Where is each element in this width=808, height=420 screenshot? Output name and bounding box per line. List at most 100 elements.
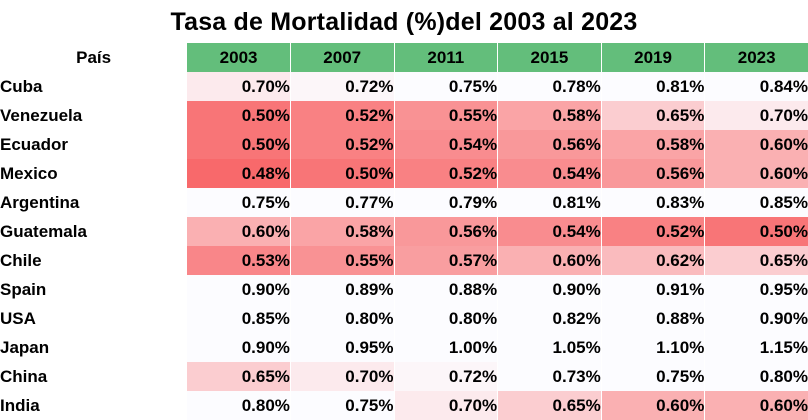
heatmap-cell: 0.50%	[187, 130, 291, 159]
heatmap-cell: 0.48%	[187, 159, 291, 188]
country-label: Guatemala	[0, 221, 87, 241]
heatmap-cell: 0.70%	[290, 362, 395, 391]
heatmap-cell: 0.55%	[394, 101, 499, 130]
column-header-2007: 2007	[290, 43, 395, 72]
heatmap-cell: 0.88%	[394, 275, 499, 304]
column-header-2003: 2003	[187, 43, 291, 72]
heatmap-cell: 0.50%	[290, 159, 395, 188]
heatmap-cell: 0.56%	[497, 130, 602, 159]
heatmap-cell: 0.88%	[601, 304, 706, 333]
table-row: Spain 0.90% 0.89% 0.88% 0.90% 0.91% 0.95%	[0, 275, 808, 304]
heatmap-cell: 0.56%	[601, 159, 706, 188]
heatmap-cell: 0.72%	[394, 362, 499, 391]
table-row: Cuba 0.70% 0.72% 0.75% 0.78% 0.81% 0.84%	[0, 72, 808, 101]
heatmap-table: País 2003 2007 2011 2015 2019 2023 Cuba 0.70% 0…	[0, 43, 808, 420]
chart-title: Tasa de Mortalidad (%)del 2003 al 2023	[170, 8, 638, 36]
heatmap-cell: 0.50%	[187, 101, 291, 130]
heatmap-cell: 0.52%	[601, 217, 706, 246]
heatmap-cell: 0.82%	[497, 304, 602, 333]
heatmap-cell: 0.77%	[290, 188, 395, 217]
heatmap-cell: 0.65%	[187, 362, 291, 391]
heatmap-cell: 0.70%	[704, 101, 808, 130]
heatmap-cell: 0.62%	[601, 246, 706, 275]
heatmap-cell: 0.52%	[290, 130, 395, 159]
heatmap-cell: 0.80%	[704, 362, 808, 391]
heatmap-cell: 0.78%	[497, 72, 602, 101]
table-row: Mexico 0.48% 0.50% 0.52% 0.54% 0.56% 0.60%	[0, 159, 808, 188]
heatmap-cell: 0.55%	[290, 246, 395, 275]
country-label: Ecuador	[0, 134, 69, 154]
table-row: India 0.80% 0.75% 0.70% 0.65% 0.60% 0.60%	[0, 391, 808, 420]
heatmap-cell: 0.52%	[290, 101, 395, 130]
heatmap-cell: 0.70%	[394, 391, 499, 420]
heatmap-cell: 0.83%	[601, 188, 706, 217]
table-row: Argentina 0.75% 0.77% 0.79% 0.81% 0.83% 0.85%	[0, 188, 808, 217]
heatmap-cell: 0.80%	[394, 304, 499, 333]
heatmap-cell: 0.91%	[601, 275, 706, 304]
heatmap-cell: 0.80%	[187, 391, 291, 420]
heatmap-cell: 1.10%	[601, 333, 706, 362]
table-row: USA 0.85% 0.80% 0.80% 0.82% 0.88% 0.90%	[0, 304, 808, 333]
heatmap-cell: 0.95%	[704, 275, 808, 304]
heatmap-cell: 0.81%	[601, 72, 706, 101]
heatmap-cell: 0.54%	[394, 130, 499, 159]
table-row: Venezuela 0.50% 0.52% 0.55% 0.58% 0.65% 0.70%	[0, 101, 808, 130]
heatmap-cell: 0.54%	[497, 159, 602, 188]
heatmap-cell: 0.75%	[394, 72, 499, 101]
heatmap-cell: 0.89%	[290, 275, 395, 304]
heatmap-cell: 0.95%	[290, 333, 395, 362]
heatmap-cell: 1.05%	[497, 333, 602, 362]
heatmap-cell: 1.15%	[704, 333, 808, 362]
heatmap-cell: 0.90%	[704, 304, 808, 333]
table-row: Guatemala 0.60% 0.58% 0.56% 0.54% 0.52% 0.50%	[0, 217, 808, 246]
heatmap-cell: 0.84%	[704, 72, 808, 101]
column-header-2019: 2019	[601, 43, 706, 72]
heatmap-cell: 0.73%	[497, 362, 602, 391]
heatmap-cell: 0.60%	[704, 130, 808, 159]
heatmap-cell: 0.85%	[704, 188, 808, 217]
table-row: Ecuador 0.50% 0.52% 0.54% 0.56% 0.58% 0.60%	[0, 130, 808, 159]
heatmap-cell: 0.53%	[187, 246, 291, 275]
heatmap-cell: 0.60%	[704, 391, 808, 420]
heatmap-cell: 0.75%	[187, 188, 291, 217]
heatmap-cell: 0.65%	[497, 391, 602, 420]
heatmap-cell: 0.70%	[187, 72, 291, 101]
heatmap-cell: 0.72%	[290, 72, 395, 101]
country-label: Venezuela	[0, 105, 83, 125]
heatmap-cell: 0.65%	[601, 101, 706, 130]
heatmap-cell: 0.58%	[290, 217, 395, 246]
column-header-2015: 2015	[497, 43, 602, 72]
heatmap-cell: 0.75%	[601, 362, 706, 391]
table-row: China 0.65% 0.70% 0.72% 0.73% 0.75% 0.80%	[0, 362, 808, 391]
heatmap-cell: 0.58%	[497, 101, 602, 130]
country-label: Cuba	[0, 76, 43, 96]
heatmap-cell: 0.58%	[601, 130, 706, 159]
table-row: Chile 0.53% 0.55% 0.57% 0.60% 0.62% 0.65%	[0, 246, 808, 275]
row-header-label: País	[0, 43, 188, 72]
heatmap-cell: 0.80%	[290, 304, 395, 333]
heatmap-cell: 0.85%	[187, 304, 291, 333]
country-label: Argentina	[0, 192, 80, 212]
country-label: Chile	[0, 250, 42, 270]
heatmap-body: Cuba 0.70% 0.72% 0.75% 0.78% 0.81% 0.84% Venezu…	[0, 72, 808, 420]
heatmap-cell: 0.50%	[704, 217, 808, 246]
country-label: China	[0, 366, 48, 386]
heatmap-cell: 0.81%	[497, 188, 602, 217]
heatmap-cell: 0.60%	[704, 159, 808, 188]
heatmap-cell: 0.60%	[187, 217, 291, 246]
heatmap-cell: 0.90%	[497, 275, 602, 304]
table-row: Japan 0.90% 0.95% 1.00% 1.05% 1.10% 1.15%	[0, 333, 808, 362]
header-row: País 2003 2007 2011 2015 2019 2023	[0, 43, 808, 72]
heatmap-cell: 0.60%	[497, 246, 602, 275]
heatmap-cell: 0.60%	[601, 391, 706, 420]
column-header-2011: 2011	[394, 43, 499, 72]
country-label: India	[0, 395, 40, 415]
column-header-2023: 2023	[704, 43, 808, 72]
heatmap-cell: 0.54%	[497, 217, 602, 246]
heatmap-cell: 1.00%	[394, 333, 499, 362]
heatmap-cell: 0.65%	[704, 246, 808, 275]
heatmap-cell: 0.90%	[187, 275, 291, 304]
heatmap-cell: 0.56%	[394, 217, 499, 246]
heatmap-cell: 0.52%	[394, 159, 499, 188]
country-label: Japan	[0, 337, 50, 357]
